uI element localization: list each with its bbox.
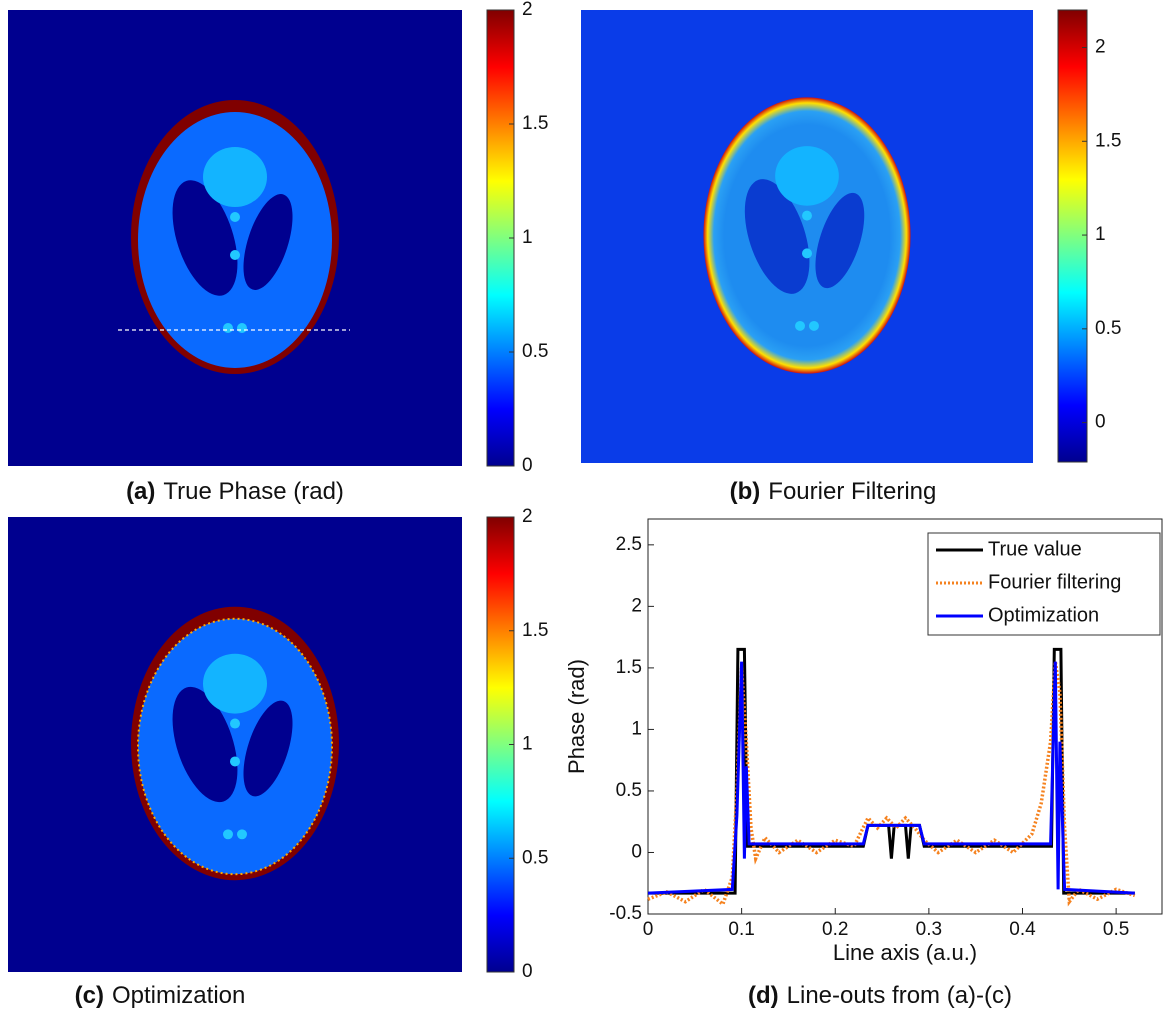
top-spot	[775, 146, 839, 206]
legend-label: Optimization	[988, 604, 1099, 626]
caption-text: Optimization	[112, 982, 245, 1009]
colorbar-tick-label: 1.5	[522, 620, 548, 641]
x-tick-label: 0.2	[822, 919, 848, 940]
x-tick-label: 0.5	[1103, 919, 1129, 940]
colorbar-tick-label: 0.5	[522, 847, 548, 868]
colorbar-tick-label: 2	[522, 506, 533, 527]
caption-label: (b)	[730, 478, 761, 505]
right-lobe	[243, 194, 293, 290]
caption-label: (d)	[748, 982, 779, 1009]
brain	[138, 112, 332, 368]
caption-text: Fourier Filtering	[768, 478, 936, 505]
y-tick-label: 1.5	[616, 657, 642, 678]
left-lobe	[744, 179, 810, 294]
x-tick-label: 0	[643, 919, 654, 940]
caption: (a) True Phase (rad)	[126, 478, 344, 505]
colorbar-tick-label: 2	[522, 0, 533, 20]
spot	[808, 320, 819, 331]
colorbar-tick-label: 1	[1095, 224, 1106, 245]
y-tick-label: 0.5	[616, 780, 642, 801]
caption: (b) Fourier Filtering	[730, 478, 937, 505]
right-lobe	[243, 700, 293, 797]
brain	[137, 617, 333, 876]
colorbar-tick-label: 1	[522, 227, 533, 248]
x-tick-label: 0.3	[916, 919, 942, 940]
left-lobe	[172, 180, 238, 296]
spot	[230, 212, 240, 222]
spot	[230, 718, 240, 729]
colorbar-tick-label: 0	[1095, 412, 1106, 433]
y-tick-label: 2.5	[616, 534, 642, 555]
legend-label: True value	[988, 538, 1082, 560]
series-line	[647, 661, 1135, 895]
caption: (c) Optimization	[75, 982, 246, 1009]
spot	[230, 756, 240, 767]
spot	[223, 829, 233, 840]
colorbar-tick-label: 1.5	[522, 113, 548, 134]
spot	[223, 323, 233, 333]
colorbar-tick-label: 0	[522, 961, 533, 982]
caption: (d) Line-outs from (a)-(c)	[748, 982, 1012, 1009]
colorbar-tick-label: 0	[522, 455, 533, 476]
right-lobe	[815, 192, 865, 289]
y-tick-label: -0.5	[609, 903, 642, 924]
spot	[230, 250, 240, 260]
phantom	[8, 10, 462, 466]
legend-label: Fourier filtering	[988, 571, 1121, 593]
y-axis-label: Phase (rad)	[564, 659, 589, 774]
y-tick-label: 2	[631, 595, 642, 616]
caption-label: (a)	[126, 478, 155, 505]
top-spot	[203, 653, 267, 714]
y-tick-label: 1	[631, 718, 642, 739]
colorbar-tick-label: 1.5	[1095, 130, 1121, 151]
spot	[795, 320, 806, 331]
spot	[237, 829, 247, 840]
top-spot	[203, 147, 267, 207]
spot	[802, 248, 812, 259]
x-tick-label: 0.1	[728, 919, 754, 940]
colorbar-tick-label: 2	[1095, 37, 1106, 58]
skull	[703, 97, 911, 374]
spot	[802, 210, 812, 221]
phantom	[581, 10, 1033, 464]
caption-text: Line-outs from (a)-(c)	[787, 982, 1012, 1009]
y-tick-label: 0	[631, 841, 642, 862]
spot	[237, 323, 247, 333]
colorbar-tick-label: 1	[522, 734, 533, 755]
left-lobe	[172, 686, 238, 803]
x-tick-label: 0.4	[1009, 919, 1036, 940]
caption-label: (c)	[75, 982, 104, 1009]
colorbar-tick-label: 0.5	[1095, 318, 1121, 339]
x-axis-label: Line axis (a.u.)	[833, 940, 977, 965]
phantom	[8, 517, 462, 972]
caption-text: True Phase (rad)	[163, 478, 344, 505]
colorbar-tick-label: 0.5	[522, 341, 548, 362]
colorbar	[1057, 9, 1088, 463]
